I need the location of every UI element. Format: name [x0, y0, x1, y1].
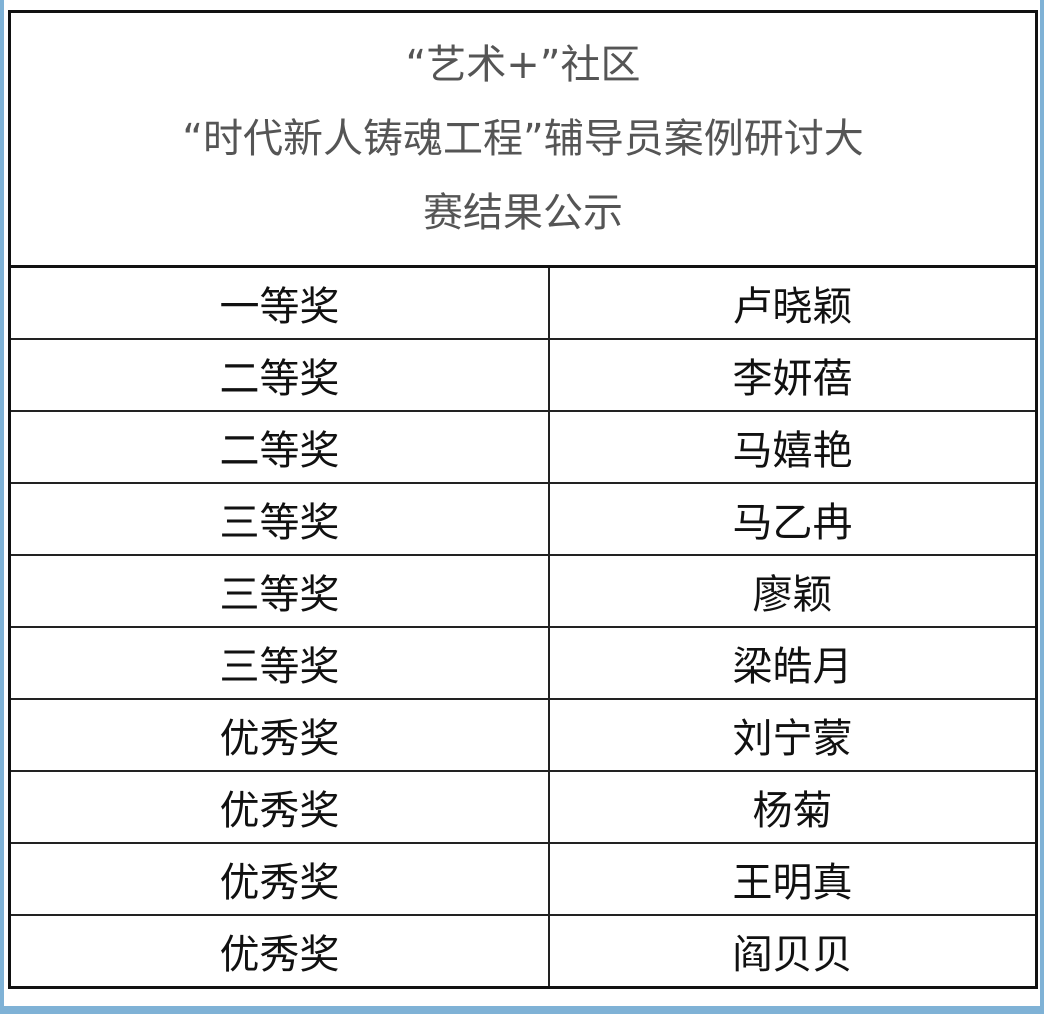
- title-line-3: 赛结果公示: [423, 190, 623, 236]
- name-cell: 梁皓月: [548, 626, 1038, 700]
- table-row: 二等奖 马嬉艳: [8, 410, 1038, 484]
- name-cell: 廖颖: [548, 554, 1038, 628]
- award-cell: 三等奖: [8, 554, 550, 628]
- name-cell: 李妍蓓: [548, 338, 1038, 412]
- table-row: 三等奖 廖颖: [8, 554, 1038, 628]
- award-cell: 一等奖: [8, 265, 550, 340]
- name-cell: 杨菊: [548, 770, 1038, 844]
- title-line-1: “艺术+”社区: [405, 42, 641, 88]
- award-cell: 三等奖: [8, 482, 550, 556]
- document-page: “艺术+”社区 “时代新人铸魂工程”辅导员案例研讨大 赛结果公示 一等奖 卢晓颖二…: [4, 0, 1040, 1006]
- award-cell: 优秀奖: [8, 698, 550, 772]
- table-row: 三等奖 梁皓月: [8, 626, 1038, 700]
- award-cell: 优秀奖: [8, 842, 550, 916]
- title-line-2: “时代新人铸魂工程”辅导员案例研讨大: [182, 116, 864, 162]
- name-cell: 卢晓颖: [548, 265, 1038, 340]
- name-cell: 马嬉艳: [548, 410, 1038, 484]
- table-row: 优秀奖 王明真: [8, 842, 1038, 916]
- award-cell: 二等奖: [8, 338, 550, 412]
- award-cell: 优秀奖: [8, 770, 550, 844]
- table-row: 优秀奖 杨菊: [8, 770, 1038, 844]
- name-cell: 马乙冉: [548, 482, 1038, 556]
- name-cell: 阎贝贝: [548, 914, 1038, 989]
- name-cell: 王明真: [548, 842, 1038, 916]
- table-title: “艺术+”社区 “时代新人铸魂工程”辅导员案例研讨大 赛结果公示: [8, 10, 1038, 268]
- award-cell: 优秀奖: [8, 914, 550, 989]
- award-cell: 二等奖: [8, 410, 550, 484]
- name-cell: 刘宁蒙: [548, 698, 1038, 772]
- results-table: “艺术+”社区 “时代新人铸魂工程”辅导员案例研讨大 赛结果公示 一等奖 卢晓颖二…: [8, 10, 1038, 989]
- table-row: 三等奖 马乙冉: [8, 482, 1038, 556]
- title-row: “艺术+”社区 “时代新人铸魂工程”辅导员案例研讨大 赛结果公示: [8, 10, 1038, 268]
- table-row: 优秀奖 刘宁蒙: [8, 698, 1038, 772]
- table-row: 优秀奖 阎贝贝: [8, 914, 1038, 989]
- table-row: 一等奖 卢晓颖: [8, 265, 1038, 340]
- table-row: 二等奖 李妍蓓: [8, 338, 1038, 412]
- award-cell: 三等奖: [8, 626, 550, 700]
